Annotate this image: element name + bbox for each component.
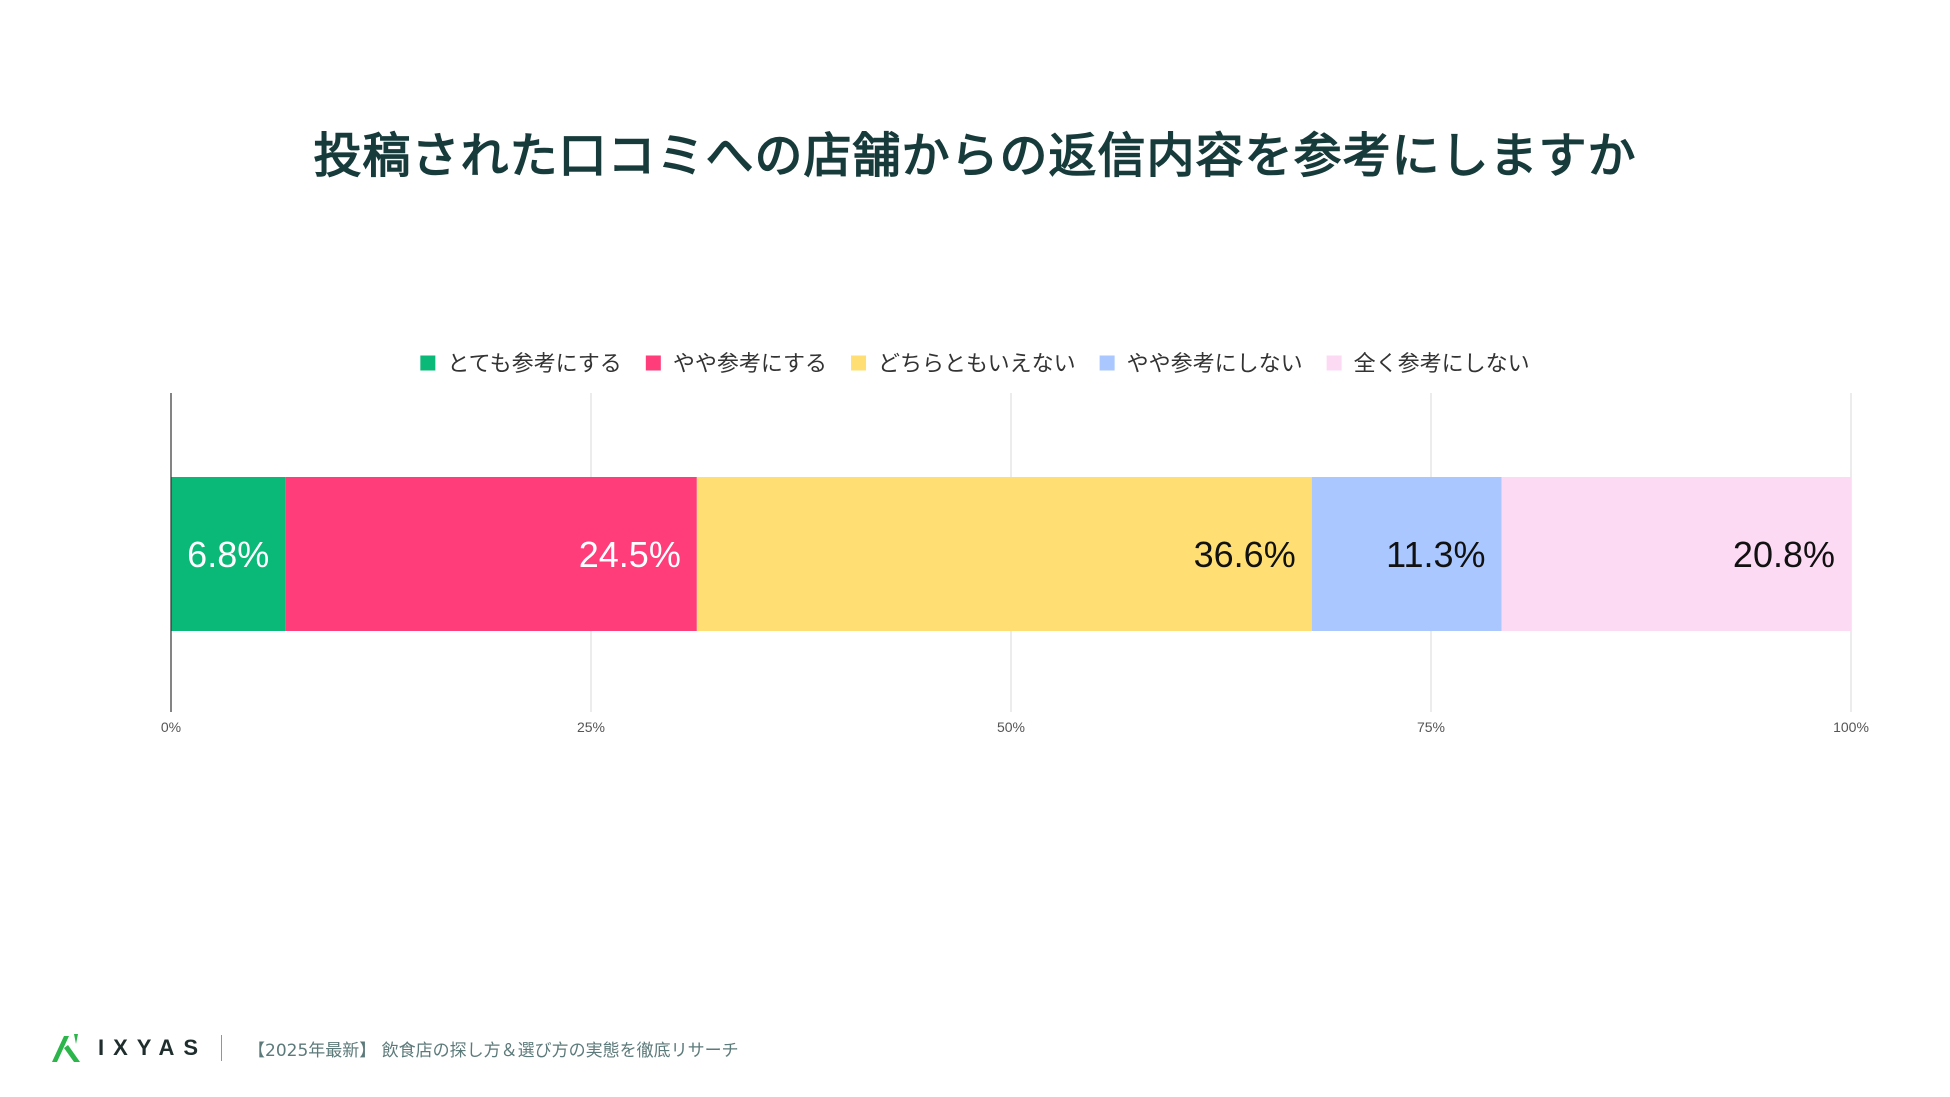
bar-segment — [171, 477, 286, 631]
legend-label: やや参考にする — [673, 352, 827, 377]
x-tick-label: 100% — [1833, 719, 1869, 735]
footer-caption: 【2025年最新】 飲食店の探し方＆選び方の実態を徹底リサーチ — [248, 1040, 739, 1061]
x-tick-label: 25% — [577, 719, 605, 735]
data-label: 11.3% — [1386, 534, 1485, 575]
legend-label: どちらともいえない — [878, 352, 1076, 377]
legend-swatch — [851, 355, 867, 371]
bar-segment — [1311, 477, 1502, 631]
bar-segment — [285, 477, 697, 631]
legend-label: 全く参考にしない — [1354, 352, 1530, 377]
legend-swatch — [1326, 355, 1342, 371]
data-label: 6.8% — [187, 534, 269, 575]
legend-swatch — [1099, 355, 1115, 371]
brand-name: IXYAS — [98, 1035, 208, 1060]
data-label: 36.6% — [1194, 534, 1296, 575]
x-tick-label: 0% — [161, 719, 181, 735]
data-label: 20.8% — [1733, 534, 1835, 575]
legend-swatch — [645, 355, 661, 371]
legend-label: やや参考にしない — [1127, 352, 1303, 377]
brand-logo-icon — [52, 1034, 80, 1062]
data-label: 24.5% — [579, 534, 681, 575]
legend-label: とても参考にする — [447, 352, 621, 377]
legend-swatch — [420, 355, 436, 371]
bar-segment — [696, 477, 1312, 631]
footer: IXYAS 【2025年最新】 飲食店の探し方＆選び方の実態を徹底リサーチ — [50, 1028, 739, 1068]
footer-divider — [221, 1035, 223, 1061]
bar-segment — [1501, 477, 1851, 631]
x-tick-label: 75% — [1417, 719, 1445, 735]
x-tick-label: 50% — [997, 719, 1025, 735]
chart-title: 投稿された口コミへの店舗からの返信内容を参考にしますか — [313, 128, 1637, 184]
